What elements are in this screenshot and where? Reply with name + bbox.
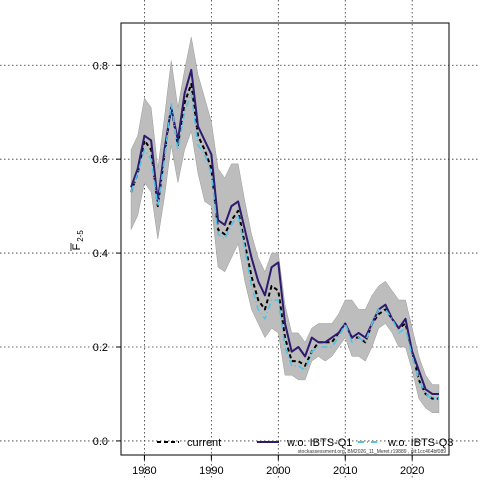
y-axis-label: F 2-5 [70,230,85,251]
plot-frame [120,22,450,456]
series-line-1 [130,83,439,400]
y-axis-label-main: F [71,243,83,250]
legend-label-3: w.o. IBTS-Q3 [387,437,453,449]
series-layer [130,68,439,400]
confidence-band [130,37,440,413]
source-note: stockassessment.org, BM2026_11_Meret.r19… [298,449,447,455]
x-tick-label-0: 1980 [132,465,156,477]
axes: 0.0 0.2 0.4 0.6 0.8 1980 1990 2000 2010 2020 [93,60,425,477]
x-tick-label-4: 2020 [400,465,424,477]
x-tick-label-3: 2010 [333,465,357,477]
y-tick-label-4: 0.8 [93,60,108,72]
x-tick-label-1: 1990 [199,465,223,477]
y-axis-label-sub: 2-5 [76,230,85,242]
legend-label-1: current [187,437,221,449]
series-line-3 [130,92,439,400]
legend: current w.o. IBTS-Q1 w.o. IBTS-Q3 [157,437,453,449]
y-tick-label-1: 0.2 [93,342,108,354]
legend-label-2: w.o. IBTS-Q1 [286,437,352,449]
series-line-2 [130,68,439,395]
y-tick-label-0: 0.0 [93,436,108,448]
confidence-band-layer [130,37,440,413]
x-tick-label-2: 2000 [266,465,290,477]
y-tick-label-3: 0.6 [93,154,108,166]
y-tick-label-2: 0.4 [93,248,108,260]
